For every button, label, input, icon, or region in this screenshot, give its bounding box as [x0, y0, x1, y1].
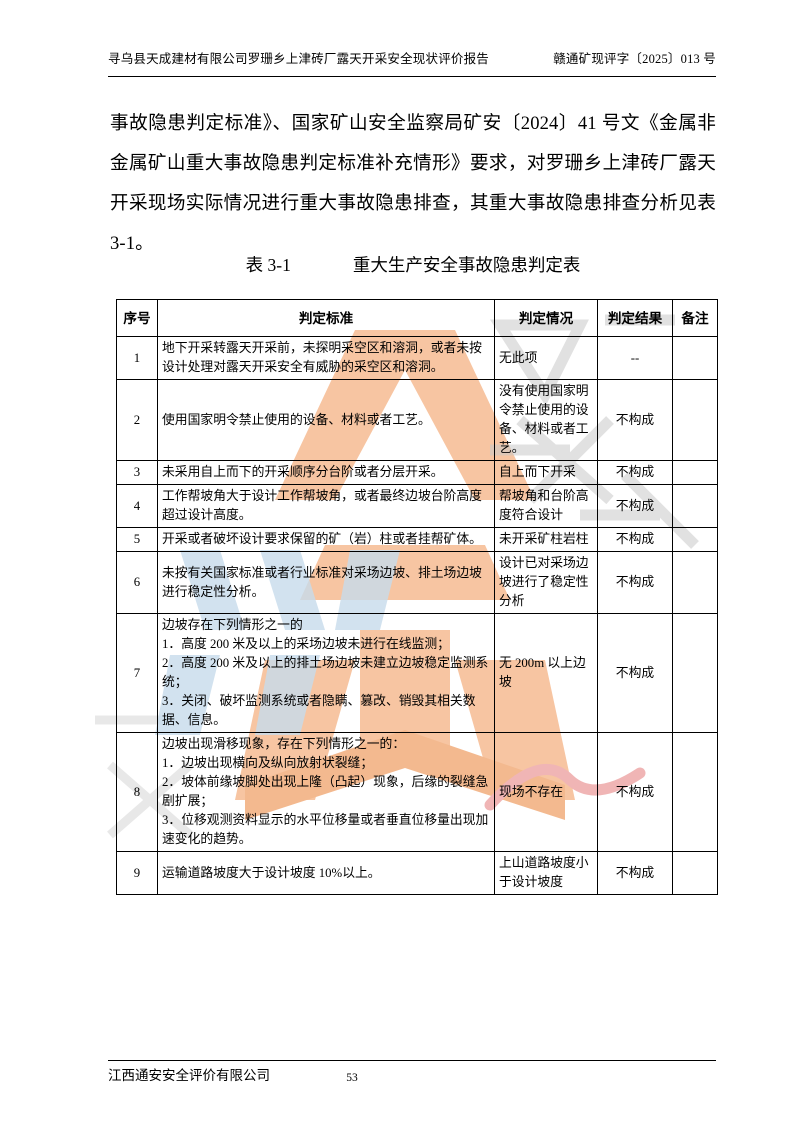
table-row: 3 未采用自上而下的开采顺序分台阶或者分层开采。 自上而下开采 不构成 — [116, 460, 718, 485]
cell-standard: 使用国家明令禁止使用的设备、材料或者工艺。 — [157, 379, 495, 461]
standard-line: 2．坡体前缘坡脚处出现上隆（凸起）现象，后缘的裂缝急剧扩展； — [162, 775, 489, 808]
table-row: 4 工作帮坡角大于设计工作帮坡角，或者最终边坡台阶高度超过设计高度。 帮坡角和台阶高… — [116, 484, 718, 528]
cell-standard: 未按有关国家标准或者行业标准对采场边坡、排土场边坡进行稳定性分析。 — [157, 551, 495, 614]
cell-result: 不构成 — [597, 379, 673, 461]
cell-result: 不构成 — [597, 484, 673, 528]
cell-case: 没有使用国家明令禁止使用的设备、材料或者工艺。 — [494, 379, 598, 461]
header-document-number: 赣通矿现评字〔2025〕013 号 — [553, 52, 716, 66]
cell-result: 不构成 — [597, 851, 673, 895]
cell-standard: 开采或者破坏设计要求保留的矿（岩）柱或者挂帮矿体。 — [157, 527, 495, 552]
standard-line: 2．高度 200 米及以上的排土场边坡未建立边坡稳定监测系统； — [162, 656, 489, 689]
column-header-standard: 判定标准 — [157, 299, 495, 337]
standard-line: 3．关闭、破坏监测系统或者隐瞒、篡改、销毁其相关数据、信息。 — [162, 694, 476, 727]
column-header-result: 判定结果 — [597, 299, 673, 337]
standard-line: 边坡存在下列情形之一的 — [162, 618, 303, 632]
cell-remark — [672, 732, 718, 852]
cell-case: 设计已对采场边坡进行了稳定性分析 — [494, 551, 598, 614]
cell-case: 未开采矿柱岩柱 — [494, 527, 598, 552]
cell-no: 7 — [116, 613, 158, 733]
cell-standard: 地下开采转露天开采前，未探明采空区和溶洞，或者未按设计处理对露天开采安全有威胁的… — [157, 336, 495, 380]
hazard-determination-table: 序号 判定标准 判定情况 判定结果 备注 1 地下开采转露天开采前，未探明采空区和… — [116, 299, 718, 895]
table-header-row: 序号 判定标准 判定情况 判定结果 备注 — [116, 299, 718, 337]
cell-no: 5 — [116, 527, 158, 552]
cell-case: 无 200m 以上边坡 — [494, 613, 598, 733]
cell-no: 4 — [116, 484, 158, 528]
cell-standard: 运输道路坡度大于设计坡度 10%以上。 — [157, 851, 495, 895]
column-header-remark: 备注 — [672, 299, 718, 337]
table-caption-number: 表 3-1 — [245, 255, 291, 275]
cell-result: 不构成 — [597, 527, 673, 552]
standard-line: 3．位移观测资料显示的水平位移量或者垂直位移量出现加速变化的趋势。 — [162, 813, 489, 846]
table-row: 6 未按有关国家标准或者行业标准对采场边坡、排土场边坡进行稳定性分析。 设计已对采场… — [116, 551, 718, 614]
cell-result: -- — [597, 336, 673, 380]
header-divider — [108, 76, 716, 77]
column-header-case: 判定情况 — [494, 299, 598, 337]
table-body: 1 地下开采转露天开采前，未探明采空区和溶洞，或者未按设计处理对露天开采安全有威胁… — [116, 336, 718, 895]
cell-no: 1 — [116, 336, 158, 380]
cell-standard: 工作帮坡角大于设计工作帮坡角，或者最终边坡台阶高度超过设计高度。 — [157, 484, 495, 528]
header-report-title: 寻乌县天成建材有限公司罗珊乡上津砖厂露天开采安全现状评价报告 — [108, 52, 490, 66]
cell-no: 6 — [116, 551, 158, 614]
standard-line: 边坡出现滑移现象，存在下列情形之一的： — [162, 737, 406, 751]
page-header: 寻乌县天成建材有限公司罗珊乡上津砖厂露天开采安全现状评价报告 赣通矿现评字〔20… — [108, 50, 716, 68]
cell-standard: 边坡存在下列情形之一的 1．高度 200 米及以上的采场边坡未进行在线监测； 2．高… — [157, 613, 495, 733]
table-row: 9 运输道路坡度大于设计坡度 10%以上。 上山道路坡度小于设计坡度 不构成 — [116, 851, 718, 895]
cell-remark — [672, 613, 718, 733]
cell-standard: 未采用自上而下的开采顺序分台阶或者分层开采。 — [157, 460, 495, 485]
cell-remark — [672, 851, 718, 895]
cell-result: 不构成 — [597, 460, 673, 485]
cell-case: 帮坡角和台阶高度符合设计 — [494, 484, 598, 528]
cell-remark — [672, 527, 718, 552]
body-paragraph: 事故隐患判定标准》、国家矿山安全监察局矿安〔2024〕41 号文《金属非金属矿山… — [110, 113, 716, 254]
table-caption-title: 重大生产安全事故隐患判定表 — [352, 255, 581, 275]
cell-no: 8 — [116, 732, 158, 852]
cell-no: 2 — [116, 379, 158, 461]
cell-no: 3 — [116, 460, 158, 485]
standard-line: 1．高度 200 米及以上的采场边坡未进行在线监测； — [162, 637, 450, 651]
table-row: 2 使用国家明令禁止使用的设备、材料或者工艺。 没有使用国家明令禁止使用的设备、材料… — [116, 379, 718, 461]
table-row: 8 边坡出现滑移现象，存在下列情形之一的： 1．边坡出现横向及纵向放射状裂缝； 2．坡… — [116, 732, 718, 852]
cell-case: 现场不存在 — [494, 732, 598, 852]
cell-remark — [672, 379, 718, 461]
cell-remark — [672, 336, 718, 380]
table-row: 5 开采或者破坏设计要求保留的矿（岩）柱或者挂帮矿体。 未开采矿柱岩柱 不构成 — [116, 527, 718, 552]
cell-case: 无此项 — [494, 336, 598, 380]
hazard-determination-table-wrapper: 序号 判定标准 判定情况 判定结果 备注 1 地下开采转露天开采前，未探明采空区和… — [116, 299, 718, 895]
footer-page-number: 53 — [346, 1072, 358, 1084]
table-caption: 表 3-1 重大生产安全事故隐患判定表 — [110, 250, 716, 280]
cell-case: 上山道路坡度小于设计坡度 — [494, 851, 598, 895]
cell-case: 自上而下开采 — [494, 460, 598, 485]
table-row: 1 地下开采转露天开采前，未探明采空区和溶洞，或者未按设计处理对露天开采安全有威胁… — [116, 336, 718, 380]
cell-result: 不构成 — [597, 613, 673, 733]
cell-remark — [672, 551, 718, 614]
footer-divider — [108, 1060, 716, 1061]
table-row: 7 边坡存在下列情形之一的 1．高度 200 米及以上的采场边坡未进行在线监测； 2．… — [116, 613, 718, 733]
cell-remark — [672, 460, 718, 485]
cell-result: 不构成 — [597, 732, 673, 852]
cell-no: 9 — [116, 851, 158, 895]
standard-line: 1．边坡出现横向及纵向放射状裂缝； — [162, 756, 374, 770]
cell-result: 不构成 — [597, 551, 673, 614]
column-header-no: 序号 — [116, 299, 158, 337]
footer-company-name: 江西通安安全评价有限公司 — [108, 1068, 270, 1083]
cell-remark — [672, 484, 718, 528]
cell-standard: 边坡出现滑移现象，存在下列情形之一的： 1．边坡出现横向及纵向放射状裂缝； 2．坡体… — [157, 732, 495, 852]
